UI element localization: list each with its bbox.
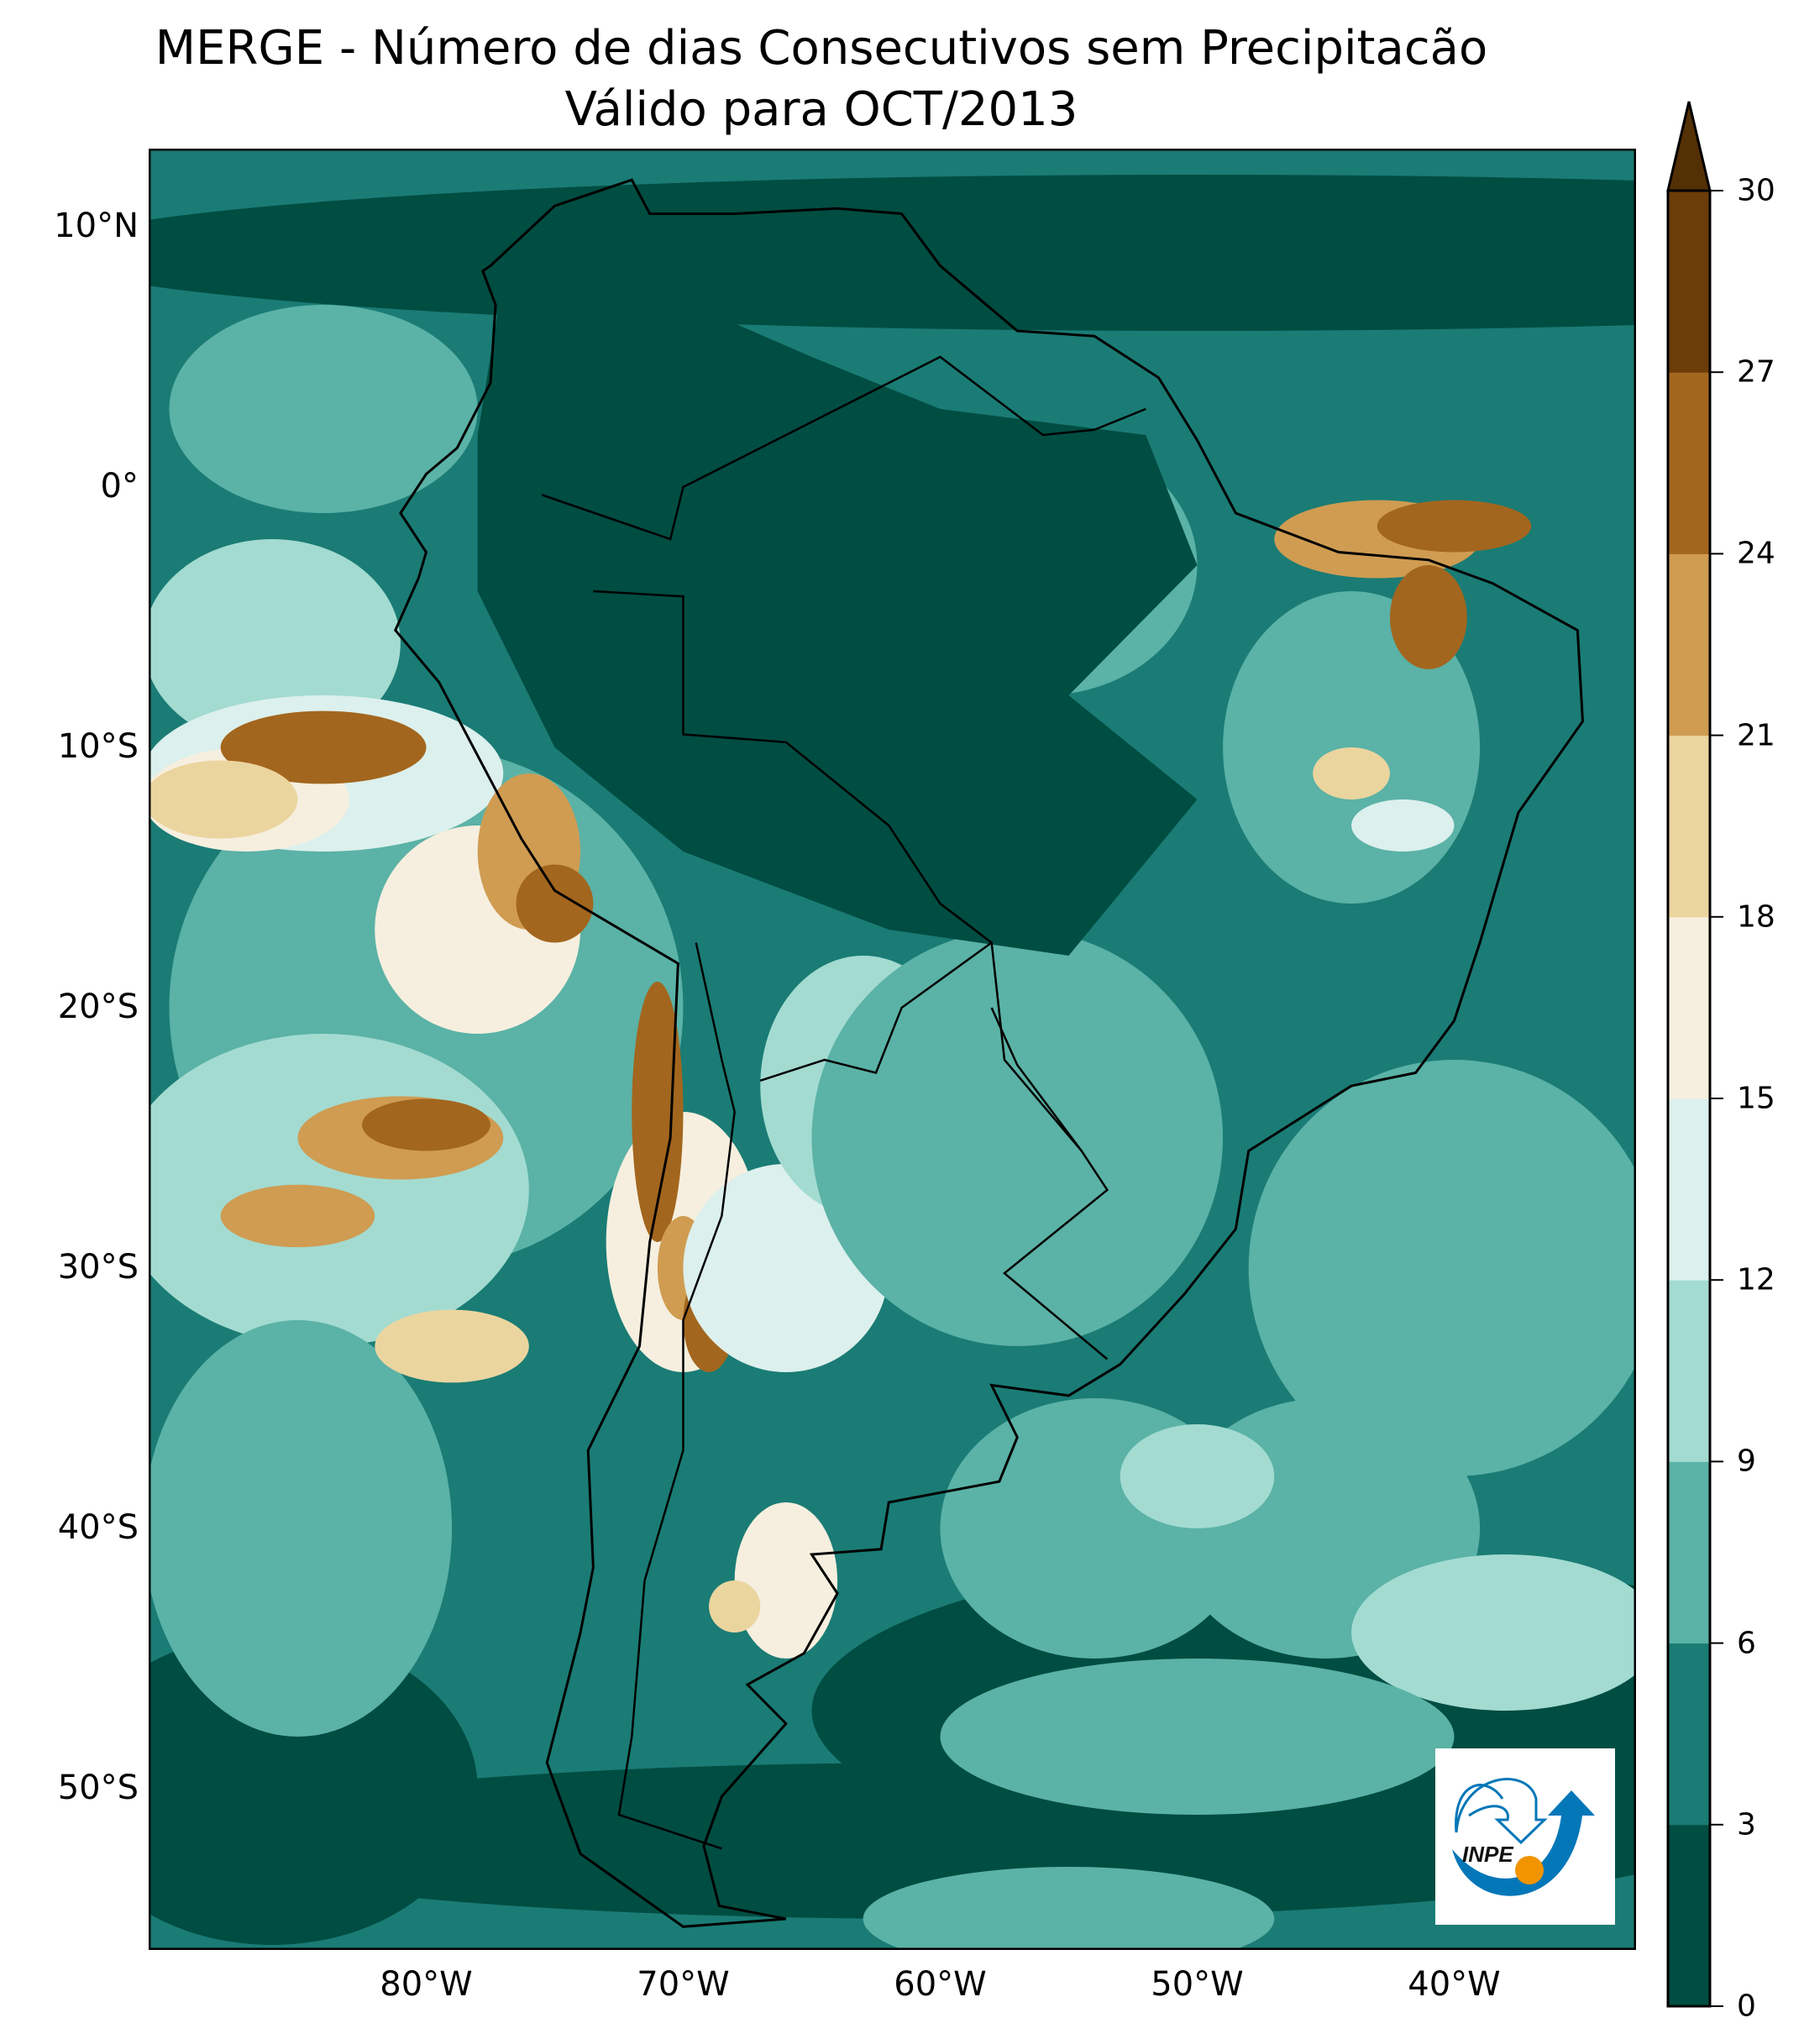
colorbar-label: 3 <box>1737 1807 1756 1842</box>
map-frame <box>149 149 1636 1950</box>
colorbar-label: 30 <box>1737 173 1775 208</box>
border-line <box>593 590 1109 1360</box>
colorbar-bin <box>1668 916 1710 1099</box>
dry-days-patch <box>863 1867 1275 1950</box>
dry-days-patch <box>220 1184 375 1248</box>
logo-sun <box>1515 1856 1544 1884</box>
colorbar-label: 27 <box>1737 354 1775 390</box>
colorbar-bin <box>1668 1280 1710 1462</box>
inpe-logo: INPE <box>1435 1748 1615 1925</box>
chart-title-line2: Válido para OCT/2013 <box>564 82 1078 137</box>
border-line <box>759 355 1146 449</box>
logo-swoosh <box>1452 1790 1595 1896</box>
south-america-coastline <box>394 178 1585 1928</box>
colorbar-label: 24 <box>1737 536 1775 571</box>
colorbar-bin <box>1668 1824 1710 2007</box>
colorbar-extend-arrow <box>1666 101 1712 192</box>
dry-days-patch <box>1351 799 1455 852</box>
dry-days-patch <box>1248 1060 1636 1476</box>
colorbar-bin <box>1668 1643 1710 1826</box>
dry-days-patch <box>632 982 684 1242</box>
y-tick-label: 40°S <box>57 1508 139 1547</box>
colorbar-bin <box>1668 1098 1710 1281</box>
colorbar <box>1666 101 1723 2008</box>
colorbar-bin <box>1668 553 1710 736</box>
chart-title-line1: MERGE - Número de dias Consecutivos sem … <box>155 21 1488 76</box>
colorbar-label: 12 <box>1737 1262 1775 1297</box>
colorbar-bin <box>1668 191 1710 373</box>
dry-days-patch <box>220 710 427 784</box>
dry-days-patch <box>1313 747 1390 799</box>
dry-days-patch <box>149 1320 453 1737</box>
dry-days-patch <box>1389 565 1467 669</box>
dry-days-patch <box>375 1309 529 1383</box>
logo-text: INPE <box>1462 1842 1513 1867</box>
colorbar-bin <box>1668 1461 1710 1644</box>
dry-days-patch <box>169 305 478 513</box>
dry-days-patch <box>149 175 1636 331</box>
dry-days-patch <box>361 1098 490 1151</box>
dry-days-patch <box>149 760 298 839</box>
dry-days-patch <box>811 930 1224 1346</box>
map-plot-area <box>149 149 1636 1950</box>
colorbar-label: 21 <box>1737 718 1775 753</box>
y-tick-label: 20°S <box>57 988 139 1026</box>
y-tick-label: 10°S <box>57 727 139 766</box>
x-tick-label: 40°W <box>1408 1965 1501 2004</box>
dry-days-patch <box>1120 1424 1275 1528</box>
border-line <box>617 942 736 1850</box>
colorbar-label: 0 <box>1737 1989 1756 2024</box>
border-line <box>990 1007 1083 1152</box>
border-line <box>541 447 761 541</box>
dry-days-patch <box>940 1659 1455 1815</box>
y-tick-label: 0° <box>100 467 139 506</box>
colorbar-label: 9 <box>1737 1444 1756 1479</box>
dry-days-field <box>149 175 1636 1950</box>
x-tick-label: 80°W <box>380 1965 473 2004</box>
y-tick-label: 50°S <box>57 1769 139 1807</box>
dry-days-patch <box>149 539 401 747</box>
colorbar-label: 15 <box>1737 1081 1775 1116</box>
dry-days-patch <box>1351 1554 1636 1711</box>
logo-outline-arrow <box>1455 1778 1548 1845</box>
border-line <box>759 941 993 1082</box>
dry-days-patch <box>734 1502 838 1659</box>
colorbar-label: 18 <box>1737 899 1775 935</box>
x-tick-label: 70°W <box>637 1965 730 2004</box>
amazon-low-dry-days <box>477 279 1198 956</box>
colorbar-bin <box>1668 372 1710 554</box>
dry-days-patch <box>709 1580 761 1633</box>
y-tick-label: 10°N <box>54 207 139 245</box>
x-tick-label: 60°W <box>894 1965 987 2004</box>
dry-days-patch <box>1377 500 1532 553</box>
colorbar-label: 6 <box>1737 1626 1756 1661</box>
x-tick-label: 50°W <box>1151 1965 1244 2004</box>
y-tick-label: 30°S <box>57 1248 139 1287</box>
colorbar-bin <box>1668 735 1710 918</box>
country-borders <box>541 355 1146 1850</box>
dry-days-patch <box>516 864 594 943</box>
